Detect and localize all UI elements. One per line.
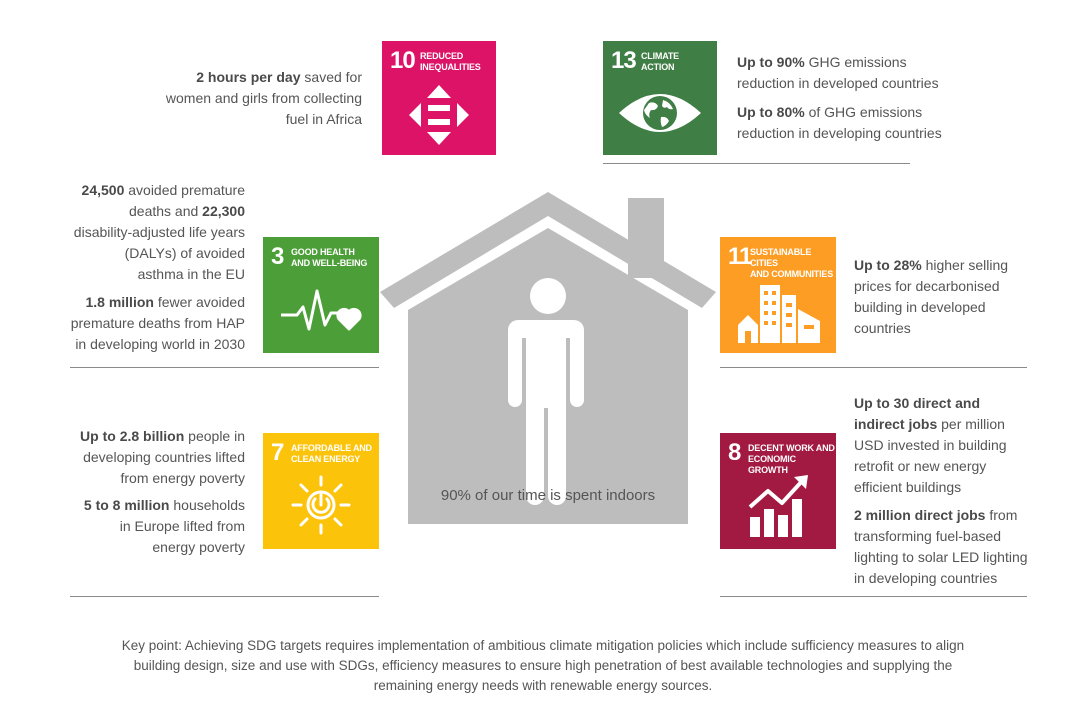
sdg-10-tile-face: 10 REDUCED INEQUALITIES bbox=[382, 41, 496, 155]
sdg-3-label: GOOD HEALTH AND WELL-BEING bbox=[291, 247, 368, 268]
sdg-7-fact-1: Up to 2.8 billion people in developing c… bbox=[80, 428, 245, 486]
divider-bottom-right bbox=[720, 596, 1027, 597]
house-caption: 90% of our time is spent indoors bbox=[440, 487, 656, 504]
sdg-10-number: 10 bbox=[390, 47, 416, 74]
sdg-13-tile: 13 CLIMATE ACTION bbox=[603, 41, 717, 155]
sdg-8-fact-1: Up to 30 direct and indirect jobs per mi… bbox=[854, 395, 1007, 495]
sdg-10-fact-1: 2 hours per day saved for women and girl… bbox=[165, 69, 362, 127]
key-point-text: Key point: Achieving SDG targets require… bbox=[121, 638, 965, 693]
divider-top-right bbox=[603, 163, 910, 164]
sdg-8-fact-2: 2 million direct jobs from transforming … bbox=[854, 507, 1028, 586]
sdg-13-label: CLIMATE ACTION bbox=[641, 51, 679, 72]
house-roof bbox=[380, 192, 716, 308]
sdg-11-fact-1: Up to 28% higher selling prices for deca… bbox=[854, 257, 1009, 336]
sdg-13-fact-1: Up to 90% GHG emissions reduction in dev… bbox=[737, 54, 939, 91]
sdg-8-tile: 8 DECENT WORK AND ECONOMIC GROWTH bbox=[720, 433, 836, 549]
divider-middle-left bbox=[70, 367, 379, 368]
eye-globe-icon bbox=[619, 94, 701, 132]
sdg-11-label: SUSTAINABLE CITIES AND COMMUNITIES bbox=[750, 247, 833, 279]
growth-chart-icon bbox=[748, 475, 808, 537]
sdg-3-fact-1: 24,500 avoided premature deaths and 22,3… bbox=[73, 182, 245, 282]
sdg-13-number: 13 bbox=[611, 47, 637, 74]
sdg-11-tile: 11 SUSTAINABLE CITIES AND COMMUNITIES bbox=[720, 237, 836, 353]
sdg-7-tile: 7 AFFORDABLE AND CLEAN ENERGY bbox=[263, 433, 379, 549]
sun-power-icon bbox=[291, 475, 351, 535]
sdg-3-fact-2: 1.8 million fewer avoided premature deat… bbox=[70, 294, 245, 352]
sdg-7-number: 7 bbox=[271, 439, 284, 466]
divider-bottom-left bbox=[70, 596, 379, 597]
sdg-7-label: AFFORDABLE AND CLEAN ENERGY bbox=[291, 443, 372, 464]
city-buildings-icon bbox=[738, 285, 820, 343]
sdg-3-tile: 3 GOOD HEALTH AND WELL-BEING bbox=[263, 237, 379, 353]
sdg-3-number: 3 bbox=[271, 243, 284, 270]
inequality-arrows-icon bbox=[409, 85, 469, 145]
house-illustration bbox=[380, 192, 716, 524]
sdg-11-number: 11 bbox=[728, 243, 752, 270]
sdg-13-fact-2: Up to 80% of GHG emissions reduction in … bbox=[737, 104, 942, 141]
sdg-10-label: REDUCED INEQUALITIES bbox=[420, 51, 481, 72]
divider-middle-right bbox=[720, 367, 1027, 368]
sdg-7-fact-2: 5 to 8 million households in Europe lift… bbox=[83, 497, 245, 555]
person-icon bbox=[508, 278, 584, 505]
heartbeat-icon bbox=[281, 289, 362, 331]
sdg-8-number: 8 bbox=[728, 439, 741, 466]
sdg-8-label: DECENT WORK AND ECONOMIC GROWTH bbox=[748, 443, 835, 475]
